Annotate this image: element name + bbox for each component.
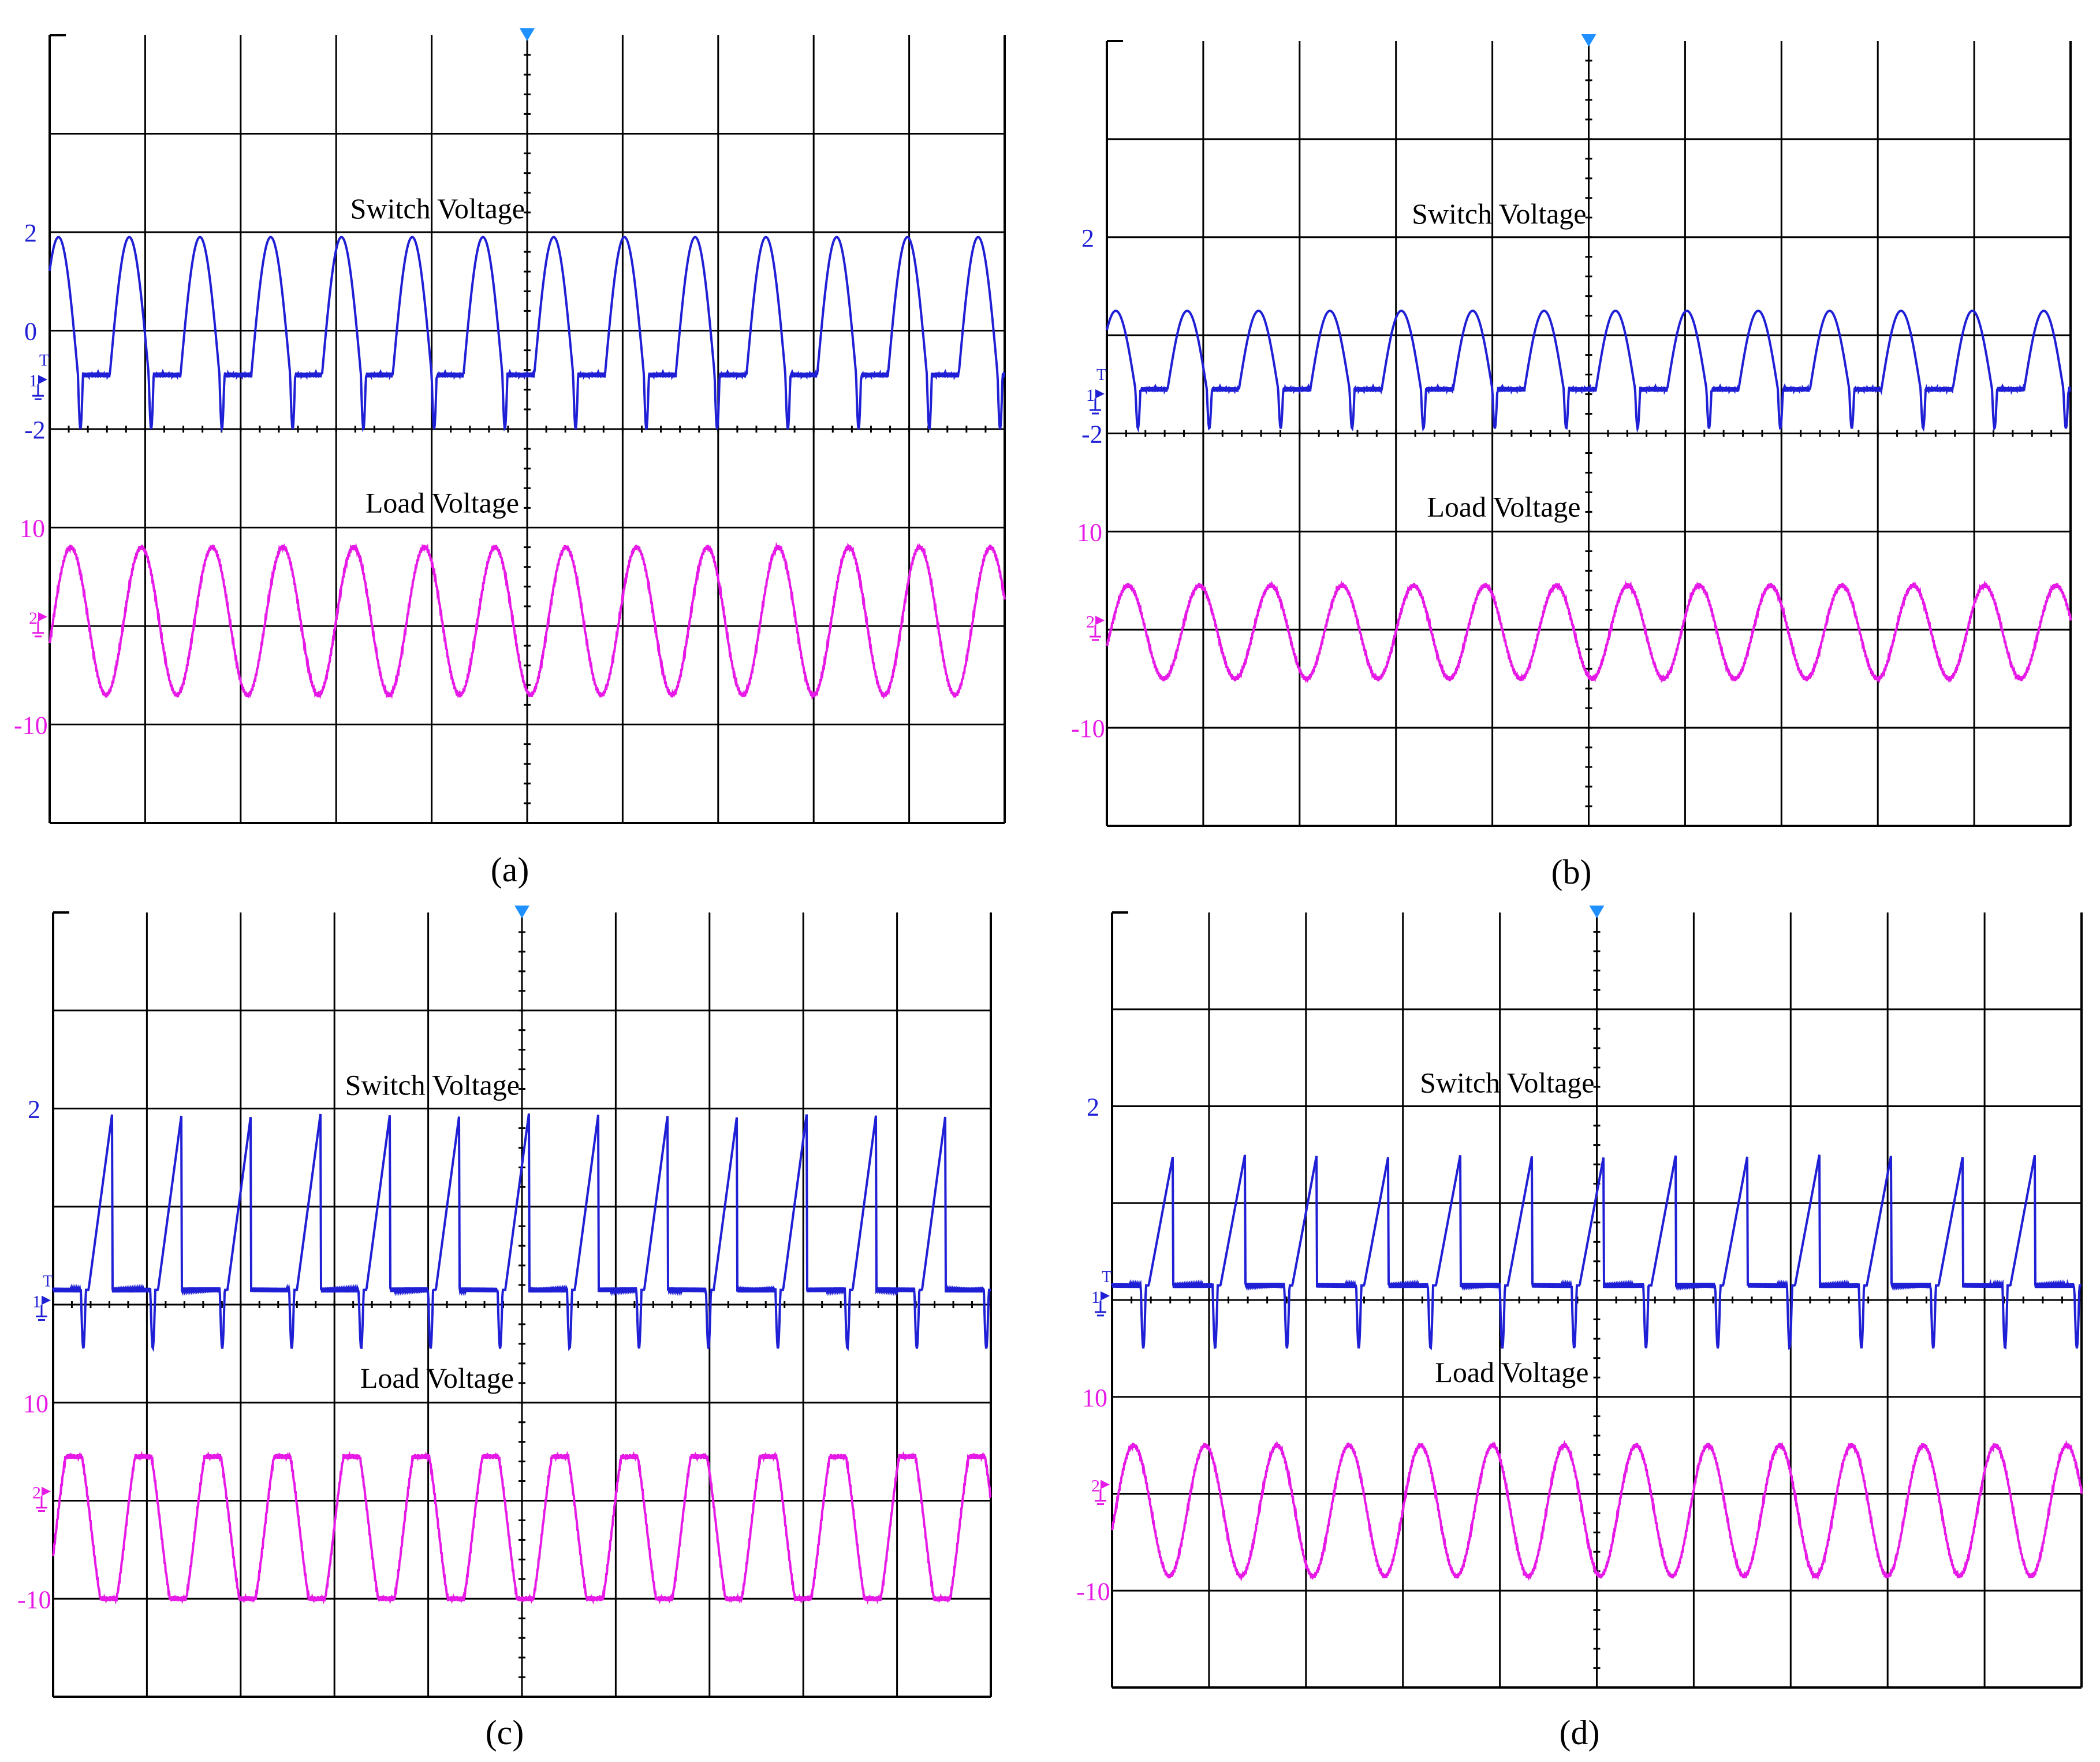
channel-2-pointer-icon [1101,1480,1110,1489]
panel-caption: (b) [1551,853,1592,891]
load-voltage-label: Load Voltage [1435,1356,1588,1388]
channel-2-pointer-icon [1095,616,1105,625]
load-voltage-tick-label: 10 [1082,1384,1107,1412]
channel-2-marker: 2 [29,609,38,628]
load-voltage-label: Load Voltage [1427,490,1580,523]
channel-1-ground-icon [36,1305,47,1321]
panel-a: Switch Voltage Load Voltage 2 0 -2 10 -10 T1 2 (a… [14,28,1006,889]
switch-voltage-trace [49,236,1006,433]
load-voltage-trace [49,542,1006,701]
load-voltage-tick-label: 10 [23,1390,49,1418]
trigger-position-icon [520,28,535,41]
trigger-level-marker: T [1096,366,1106,384]
load-voltage-tick-label: -10 [17,1585,51,1614]
load-voltage-tick-label: -10 [1076,1577,1110,1605]
center-axis-ticks [70,931,973,1698]
channel-2-ground-icon [1095,1489,1106,1505]
panel-caption: (d) [1560,1713,1600,1752]
trigger-position-icon [1581,34,1597,47]
center-axis-ticks [1125,59,2053,827]
load-voltage-tick-label: -10 [1071,714,1105,743]
panel-d: Switch Voltage Load Voltage 2 10 -10 T1 2 (d) [1076,906,2083,1752]
channel-1-ground-icon [1095,1300,1106,1317]
load-voltage-tick-label: 10 [1077,518,1102,546]
channel-1-pointer-icon [1101,1291,1110,1301]
channel-2-ground-icon [36,1496,47,1512]
load-voltage-trace [1111,1440,2083,1582]
switch-voltage-tick-label: 2 [1087,1093,1099,1122]
channel-1-pointer-icon [38,375,47,385]
load-voltage-tick-label: 10 [20,515,45,543]
channel-2-ground-icon [32,621,44,638]
channel-1-marker: 1 [29,371,38,390]
channel-1-marker: 1 [32,1292,41,1312]
channel-2-pointer-icon [42,1487,51,1496]
channel-2-marker: 2 [1091,1477,1100,1496]
center-axis-ticks [68,54,1006,824]
switch-voltage-tick-label: -2 [1081,420,1103,449]
switch-voltage-tick-label: 2 [28,1096,40,1124]
switch-voltage-trace [1106,310,2072,433]
switch-voltage-tick-label: -2 [24,416,46,444]
switch-voltage-tick-label: 2 [1081,224,1094,252]
panel-c: Switch Voltage Load Voltage 2 10 -10 T1 2 (c) [17,906,992,1752]
trigger-level-marker: T [43,1273,53,1291]
load-voltage-tick-label: -10 [14,711,48,740]
load-voltage-label: Load Voltage [365,487,519,519]
trigger-level-marker: T [39,352,49,370]
channel-2-pointer-icon [38,612,47,621]
switch-voltage-label: Switch Voltage [345,1069,520,1101]
channel-1-pointer-icon [42,1295,51,1305]
trigger-position-icon [514,906,529,918]
switch-voltage-label: Switch Voltage [1412,198,1586,230]
channel-1-ground-icon [1090,398,1101,415]
trigger-position-icon [1589,906,1605,918]
switch-voltage-tick-label: 0 [24,318,37,346]
load-voltage-trace [1106,580,2072,684]
channel-1-pointer-icon [1095,389,1105,399]
trigger-level-marker: T [1102,1268,1111,1286]
channel-2-marker: 2 [1086,612,1095,631]
panel-caption: (a) [491,851,529,889]
switch-voltage-tick-label: 2 [24,219,37,247]
channel-1-ground-icon [32,384,44,400]
load-voltage-trace [52,1451,991,1605]
channel-1-marker: 1 [1086,386,1095,405]
switch-voltage-trace [1111,1154,2082,1351]
channel-2-ground-icon [1090,625,1101,641]
panel-b: Switch Voltage Load Voltage 2 -2 10 -10 T1 2 (b) [1071,34,2072,891]
channel-2-marker: 2 [32,1484,41,1503]
switch-voltage-trace [52,1113,991,1353]
channel-1-marker: 1 [1091,1288,1100,1307]
panel-caption: (c) [486,1713,524,1752]
switch-voltage-label: Switch Voltage [1420,1067,1594,1099]
switch-voltage-label: Switch Voltage [350,192,525,225]
load-voltage-label: Load Voltage [360,1362,514,1394]
